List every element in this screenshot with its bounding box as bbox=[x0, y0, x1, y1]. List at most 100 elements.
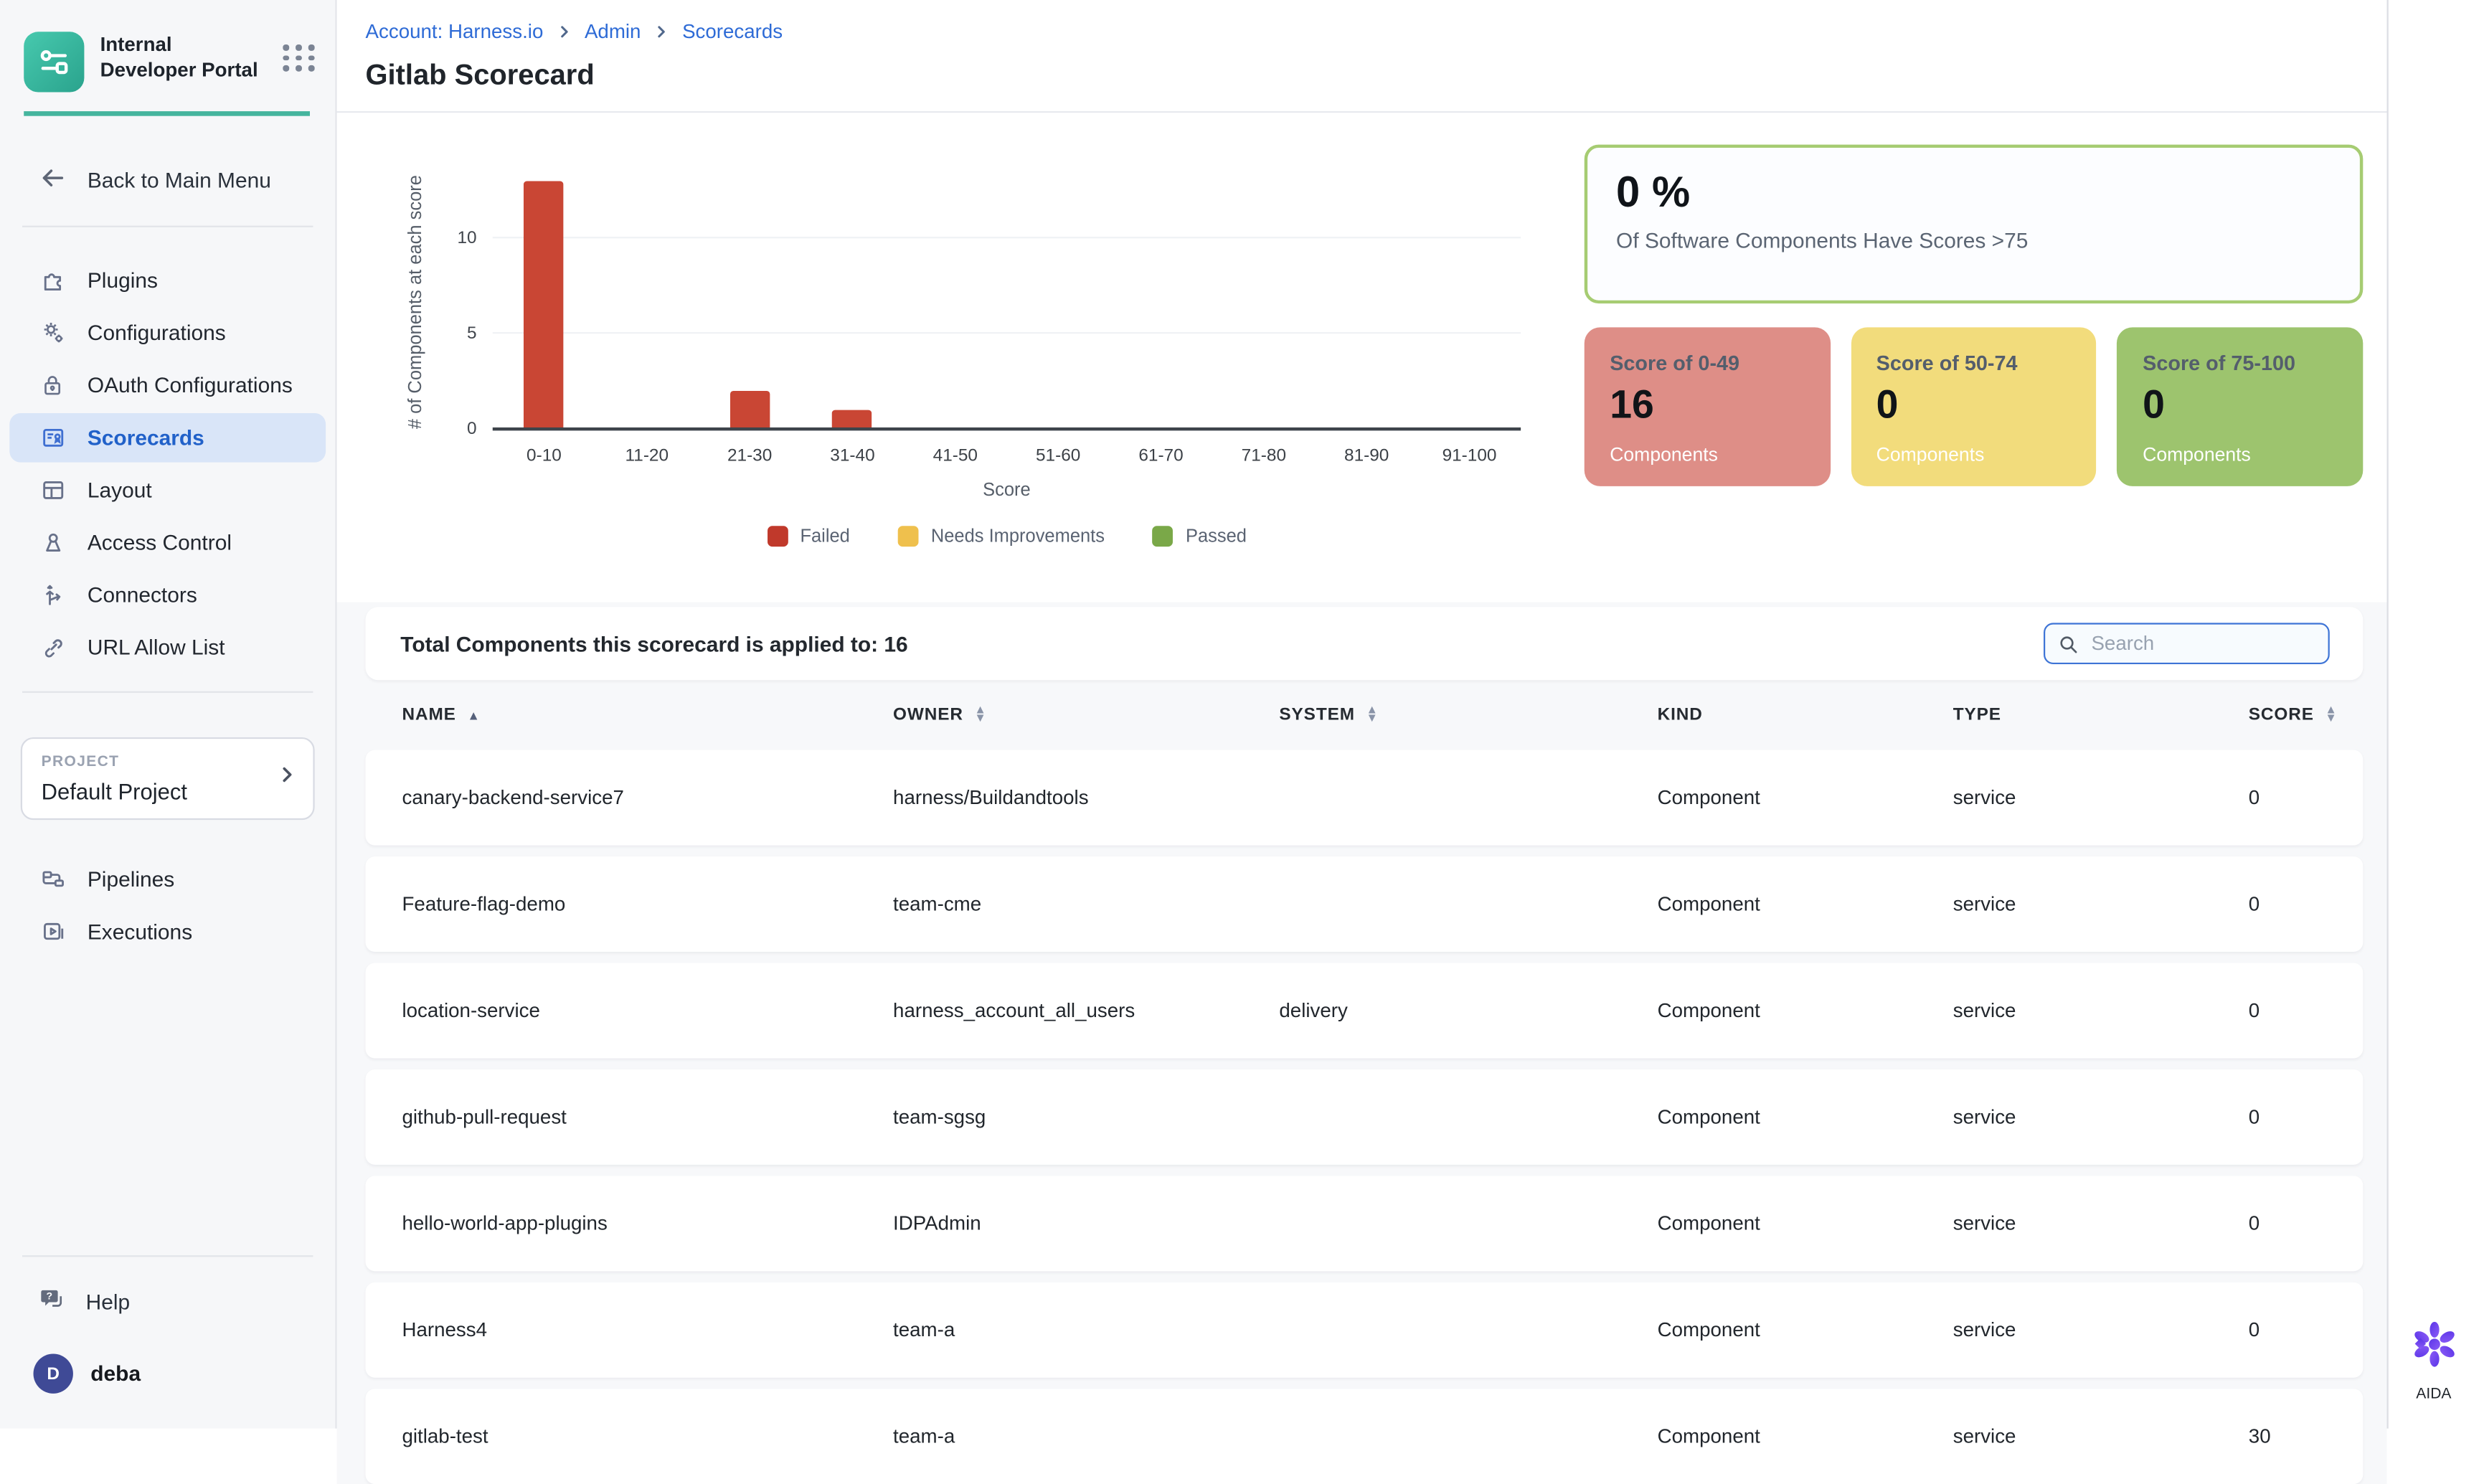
cell-type: service bbox=[1952, 1318, 2016, 1341]
x-tick-label: 31-40 bbox=[830, 446, 875, 466]
sidebar: Internal Developer Portal Back to Main M… bbox=[0, 0, 337, 1429]
column-label: TYPE bbox=[1952, 705, 2001, 725]
column-header-score[interactable]: SCORE ▲ ▼ bbox=[2249, 703, 2364, 725]
chevron-right-icon bbox=[556, 24, 572, 39]
sidebar-item-label: OAuth Configurations bbox=[87, 373, 293, 397]
cell-name: canary-backend-service7 bbox=[402, 786, 624, 809]
sidebar-item-configurations[interactable]: Configurations bbox=[9, 308, 326, 358]
x-axis-line bbox=[492, 427, 1521, 431]
lock-icon bbox=[38, 372, 67, 399]
cell-name: gitlab-test bbox=[402, 1425, 488, 1448]
table-row[interactable]: hello-world-app-plugins IDPAdmin Component… bbox=[365, 1176, 2364, 1272]
table-row[interactable]: github-pull-request team-sgsg Component ser… bbox=[365, 1069, 2364, 1165]
legend-item-passed: Passed bbox=[1152, 526, 1247, 547]
bar-21-30[interactable] bbox=[729, 390, 770, 430]
cell-system: delivery bbox=[1279, 999, 1348, 1022]
sidebar-item-layout[interactable]: Layout bbox=[9, 465, 326, 515]
table-row[interactable]: gitlab-test team-a Component service 30 bbox=[365, 1389, 2364, 1484]
cell-kind: Component bbox=[1657, 893, 1760, 916]
sidebar-item-url-allow-list[interactable]: URL Allow List bbox=[9, 623, 326, 672]
aida-assistant-button[interactable]: AIDA bbox=[2407, 1318, 2460, 1403]
help-button[interactable]: ? Help bbox=[9, 1273, 326, 1332]
sort-ascending-icon: ▲ bbox=[467, 707, 481, 722]
divider bbox=[22, 1255, 313, 1257]
back-to-main-menu[interactable]: Back to Main Menu bbox=[9, 151, 326, 209]
puzzle-icon bbox=[38, 267, 67, 294]
score-card-caption: Components bbox=[1610, 443, 1718, 466]
legend-swatch bbox=[1152, 526, 1174, 547]
cell-name: Feature-flag-demo bbox=[402, 893, 566, 916]
chevron-right-icon bbox=[653, 24, 669, 39]
back-label: Back to Main Menu bbox=[87, 168, 271, 193]
table-row[interactable]: canary-backend-service7 harness/Buildandt… bbox=[365, 750, 2364, 846]
sidebar-item-access-control[interactable]: Access Control bbox=[9, 518, 326, 567]
chart-x-axis-label: Score bbox=[983, 481, 1031, 501]
cell-kind: Component bbox=[1657, 1318, 1760, 1341]
cell-score: 0 bbox=[2248, 999, 2260, 1022]
score-card-label: Score of 75-100 bbox=[2143, 351, 2296, 375]
table-toolbar: Total Components this scorecard is appli… bbox=[365, 607, 2364, 681]
sidebar-item-scorecards[interactable]: Scorecards bbox=[9, 413, 326, 463]
avatar: D bbox=[33, 1353, 73, 1394]
divider bbox=[22, 691, 313, 693]
chart-gridline bbox=[492, 236, 1521, 238]
bar-31-40[interactable] bbox=[832, 410, 873, 430]
column-header-system[interactable]: SYSTEM ▲ ▼ bbox=[1279, 703, 1657, 725]
sidebar-item-executions[interactable]: Executions bbox=[9, 907, 326, 957]
header-divider bbox=[336, 111, 2387, 113]
table-row[interactable]: Harness4 team-a Component service 0 bbox=[365, 1282, 2364, 1378]
percent-caption: Of Software Components Have Scores >75 bbox=[1616, 229, 2029, 253]
search-input[interactable] bbox=[2088, 630, 2315, 656]
column-header-name[interactable]: NAME ▲ bbox=[402, 706, 893, 725]
score-card-value: 0 bbox=[1876, 382, 1899, 427]
y-tick-label: 0 bbox=[467, 419, 477, 439]
sidebar-item-label: Plugins bbox=[87, 268, 158, 293]
legend-swatch bbox=[766, 526, 788, 547]
x-tick-label: 11-20 bbox=[625, 446, 669, 466]
score-card-caption: Components bbox=[2143, 443, 2251, 466]
pipelines-icon bbox=[38, 866, 67, 893]
x-tick-label: 0-10 bbox=[527, 446, 562, 466]
breadcrumb-account[interactable]: Account: Harness.io bbox=[365, 20, 544, 43]
cell-score: 0 bbox=[2248, 786, 2260, 809]
legend-label: Failed bbox=[800, 526, 850, 546]
y-tick-label: 10 bbox=[457, 228, 477, 247]
sidebar-item-label: Access Control bbox=[87, 530, 232, 555]
percent-above-75-card: 0 % Of Software Components Have Scores >… bbox=[1584, 144, 2364, 304]
sidebar-item-pipelines[interactable]: Pipelines bbox=[9, 855, 326, 904]
project-selector[interactable]: PROJECT Default Project bbox=[20, 737, 315, 821]
breadcrumb-scorecards[interactable]: Scorecards bbox=[682, 20, 783, 43]
sidebar-item-connectors[interactable]: Connectors bbox=[9, 570, 326, 620]
x-tick-label: 51-60 bbox=[1035, 446, 1081, 466]
sidebar-item-oauth-configurations[interactable]: OAuth Configurations bbox=[9, 361, 326, 410]
user-menu[interactable]: D deba bbox=[9, 1344, 326, 1403]
sort-icon: ▲ ▼ bbox=[2325, 703, 2338, 725]
x-tick-label: 41-50 bbox=[932, 446, 978, 466]
app-title: Internal Developer Portal bbox=[100, 33, 258, 82]
divider bbox=[22, 225, 313, 227]
cell-kind: Component bbox=[1657, 786, 1760, 809]
scorecard-icon bbox=[38, 425, 67, 452]
column-header-owner[interactable]: OWNER ▲ ▼ bbox=[893, 704, 1279, 724]
table-row[interactable]: location-service harness_account_all_user… bbox=[365, 963, 2364, 1059]
aida-flower-icon bbox=[2414, 1321, 2454, 1367]
score-range-cards: Score of 0-49 16 Components Score of 50-… bbox=[1584, 327, 2364, 486]
chart-category-slot: 61-70 bbox=[1110, 175, 1212, 466]
help-label: Help bbox=[85, 1290, 131, 1315]
admin-nav: Plugins Configurations OAuth Configurati… bbox=[0, 243, 335, 676]
bar-0-10[interactable] bbox=[524, 180, 565, 430]
breadcrumb-admin[interactable]: Admin bbox=[584, 20, 641, 43]
apps-grid-icon[interactable] bbox=[283, 44, 316, 71]
sidebar-item-plugins[interactable]: Plugins bbox=[9, 256, 326, 306]
arrow-left-icon bbox=[38, 164, 67, 197]
chart-y-axis-label: # of Components at each score bbox=[407, 176, 426, 430]
column-label: KIND bbox=[1657, 705, 1703, 725]
cell-owner: IDPAdmin bbox=[893, 1212, 981, 1235]
branch-arrows-icon bbox=[38, 582, 67, 609]
table-row[interactable]: Feature-flag-demo team-cme Component servic… bbox=[365, 856, 2364, 953]
search-box bbox=[2044, 623, 2330, 665]
user-name: deba bbox=[90, 1361, 141, 1386]
sort-icon: ▲ ▼ bbox=[1366, 703, 1379, 725]
cell-score: 0 bbox=[2248, 893, 2260, 916]
score-card-caption: Components bbox=[1876, 443, 1985, 466]
